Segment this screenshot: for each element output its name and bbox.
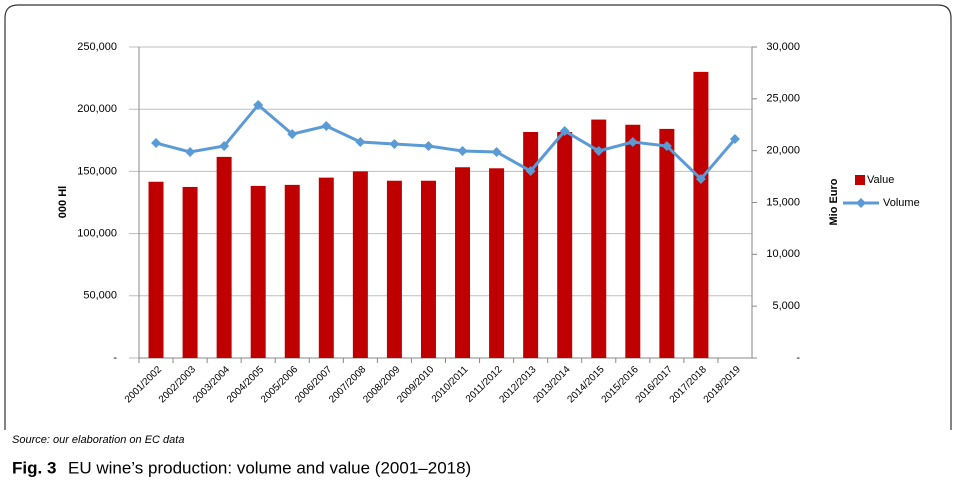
- y2-axis-title: Mio Euro: [828, 178, 840, 225]
- bar: [386, 180, 402, 358]
- line-marker: [491, 146, 502, 157]
- bar: [284, 184, 300, 358]
- figure-caption: EU wine’s production: volume and value (…: [68, 458, 471, 477]
- y2-tick-label: 5,000: [772, 300, 800, 312]
- bar: [693, 71, 709, 358]
- y2-tick-label: 15,000: [766, 196, 800, 208]
- line-marker: [389, 139, 400, 150]
- y2-tick-label: 20,000: [766, 145, 800, 157]
- line-marker: [695, 173, 706, 184]
- bar: [420, 180, 436, 358]
- bar: [557, 132, 573, 358]
- bar: [182, 186, 198, 358]
- legend-marker: [856, 198, 866, 208]
- bar: [352, 171, 368, 358]
- x-tick-label: 2018/2019: [702, 364, 744, 406]
- bar: [455, 167, 471, 358]
- line-marker: [627, 137, 638, 148]
- source-note: Source: our elaboration on EC data: [12, 434, 184, 446]
- line-marker: [593, 145, 604, 156]
- y-tick-label: 200,000: [77, 103, 117, 115]
- y-axis-title: 000 Hl: [57, 186, 69, 218]
- legend-swatch: [855, 175, 865, 185]
- y2-tick-label: -: [796, 352, 800, 364]
- bar: [591, 119, 607, 358]
- y-tick-label: 250,000: [77, 41, 117, 53]
- y2-tick-label: 30,000: [766, 41, 800, 53]
- line-marker: [457, 145, 468, 156]
- bar: [318, 177, 334, 358]
- y2-tick-label: 10,000: [766, 248, 800, 260]
- y-tick-label: -: [113, 352, 117, 364]
- line-marker: [729, 134, 740, 145]
- line-marker: [559, 125, 570, 136]
- bar: [489, 168, 505, 358]
- y-tick-label: 100,000: [77, 228, 117, 240]
- bar: [148, 181, 164, 358]
- line-marker: [321, 120, 332, 131]
- line-marker: [287, 129, 298, 140]
- legend-label: Volume: [883, 197, 920, 209]
- y-tick-label: 150,000: [77, 165, 117, 177]
- bar: [523, 132, 539, 358]
- bar: [216, 156, 232, 358]
- line-marker: [355, 137, 366, 148]
- figure-frame: [4, 4, 952, 430]
- line-marker: [253, 99, 264, 110]
- y2-tick-label: 25,000: [766, 93, 800, 105]
- legend-label: Value: [867, 174, 894, 186]
- figure-label: Fig. 3: [12, 458, 56, 477]
- line: [155, 102, 737, 182]
- line-marker: [661, 141, 672, 152]
- line-marker: [185, 146, 196, 157]
- line-marker: [219, 141, 230, 152]
- line-marker: [151, 138, 162, 149]
- bar: [250, 185, 266, 358]
- bar: [659, 128, 675, 358]
- line-marker: [423, 141, 434, 152]
- line-marker: [525, 166, 536, 177]
- bar: [625, 124, 641, 358]
- y-tick-label: 50,000: [83, 290, 117, 302]
